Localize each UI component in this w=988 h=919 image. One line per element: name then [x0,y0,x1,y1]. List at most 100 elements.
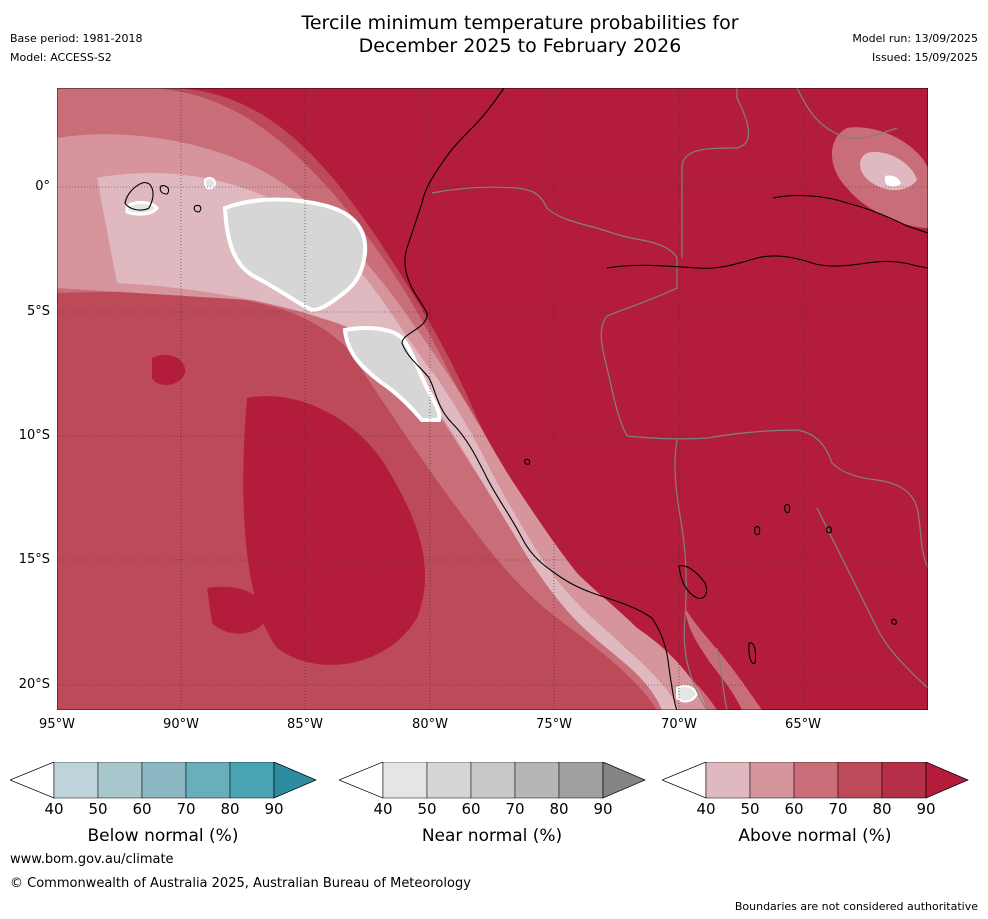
below-swatch-70 [185,762,231,799]
near-normal-small [204,176,217,190]
border-ecuador-peru-brazil [431,186,928,569]
coastlines [124,88,928,710]
near-tick-60: 60 [461,800,481,818]
above-tick-60: 60 [784,800,804,818]
coastline-pacific [401,88,678,710]
above-tick-50: 50 [740,800,760,818]
bom-url[interactable]: www.bom.gov.au/climate [10,852,174,867]
border-venezuela [796,88,898,139]
above-40-band [97,173,679,710]
island-small [524,458,531,465]
above-tick-90: 90 [916,800,936,818]
near-tick-50: 50 [417,800,437,818]
lon-label-85w: 85°W [287,717,323,732]
near-normal-label: Near normal (%) [421,826,563,846]
below-normal-label: Below normal (%) [87,826,239,846]
below-tick-80: 80 [220,800,240,818]
lat-label-0: 0° [35,179,50,194]
near-arrow-high [602,762,646,799]
amazon-river [606,255,928,269]
lon-label-95w: 95°W [39,717,75,732]
below-tick-40: 40 [44,800,64,818]
below-swatch-60 [141,762,187,799]
near-swatch-70 [514,762,560,799]
above-60-andes [685,608,762,710]
base-period: Base period: 1981-2018 [10,32,143,45]
lake-titicaca [678,565,708,599]
galapagos-santa-cruz [159,185,170,195]
near-swatch-40 [382,762,428,799]
map-title: Tercile minimum temperature probabilitie… [200,12,840,58]
model-run: Model run: 13/09/2025 [852,32,978,45]
above-tick-80: 80 [872,800,892,818]
below-arrow-high [273,762,317,799]
lon-label-75w: 75°W [536,717,572,732]
probability-fill [57,88,928,710]
border-colombia-brazil [681,88,750,258]
copyright-notice: © Commonwealth of Australia 2025, Austra… [10,876,471,891]
below-swatch-40 [53,762,99,799]
near-normal-patch-south [342,326,442,422]
lake-poopo [748,642,757,665]
near-normal-galapagos [125,200,159,216]
above-80-patch-small [152,354,186,385]
lon-label-90w: 90°W [163,717,199,732]
above-swatch-40 [705,762,751,799]
border-chile-bolivia [716,647,728,710]
above-swatch-50 [749,762,795,799]
colorbar-near-normal [339,762,646,799]
near-tick-90: 90 [593,800,613,818]
lake-small-4 [891,618,897,625]
lake-small-1 [754,525,761,536]
near-swatch-80 [558,762,604,799]
galapagos-isabela [124,182,154,211]
above-80-patch-ocean [243,396,426,665]
colorbar-below-normal [10,762,317,799]
below-tick-60: 60 [132,800,152,818]
near-tick-40: 40 [373,800,393,818]
country-borders [431,88,928,710]
above-swatch-80 [881,762,927,799]
above-normal-label: Above normal (%) [738,826,892,846]
lat-label-15s: 15°S [18,552,50,567]
river-north [772,194,928,234]
above-swatch-60 [793,762,839,799]
above-tick-70: 70 [828,800,848,818]
below-40-northeast [885,175,901,187]
lat-label-20s: 20°S [18,677,50,692]
lat-label-5s: 5°S [26,304,50,319]
near-swatch-50 [426,762,472,799]
lake-small-3 [826,526,832,534]
near-arrow-low [339,762,384,799]
below-tick-90: 90 [264,800,284,818]
lon-label-65w: 65°W [785,717,821,732]
title-line-1: Tercile minimum temperature probabilitie… [301,12,739,34]
below-swatch-80 [229,762,275,799]
below-swatch-50 [97,762,143,799]
lon-label-70w: 70°W [661,717,697,732]
lon-label-80w: 80°W [412,717,448,732]
above-arrow-high [925,762,969,799]
near-normal-patch-north [222,197,368,313]
model-name: Model: ACCESS-S2 [10,51,112,64]
lat-label-10s: 10°S [18,428,50,443]
galapagos-san-cristobal [193,204,202,213]
colorbar-above-normal [662,762,969,799]
near-tick-70: 70 [505,800,525,818]
below-tick-70: 70 [176,800,196,818]
boundaries-disclaimer: Boundaries are not considered authoritat… [734,900,978,913]
near-normal-coast-south [676,685,699,703]
above-arrow-low [662,762,707,799]
below-arrow-low [10,762,55,799]
title-line-2: December 2025 to February 2026 [358,35,682,57]
probability-map [57,88,928,710]
near-tick-80: 80 [549,800,569,818]
near-swatch-60 [470,762,516,799]
below-tick-50: 50 [88,800,108,818]
border-peru-bolivia [674,439,708,710]
above-tick-40: 40 [696,800,716,818]
issued-date: Issued: 15/09/2025 [871,51,978,64]
border-bolivia-paraguay [816,507,928,689]
lake-small-2 [784,503,791,514]
above-swatch-70 [837,762,883,799]
